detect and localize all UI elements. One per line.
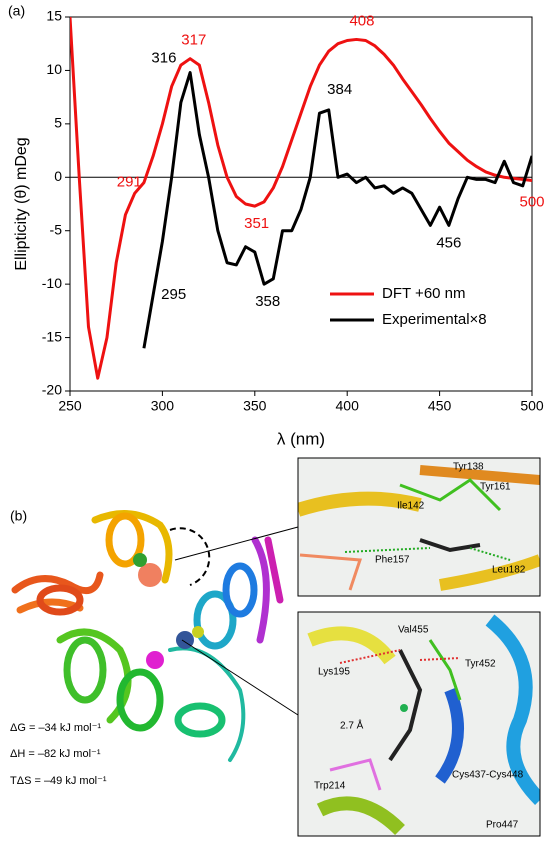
series-line [70, 17, 532, 380]
residue-label: Val455 [398, 625, 429, 636]
panel-label: (b) [10, 508, 27, 524]
residue-label: Lys195 [318, 667, 350, 678]
annotation: 295 [161, 286, 186, 303]
residue-label: Pro447 [486, 820, 519, 831]
y-tick-label: -5 [50, 221, 63, 237]
residue-label: Leu182 [492, 565, 526, 576]
annotation: 408 [349, 12, 374, 29]
annotation: 358 [255, 293, 280, 310]
connector [174, 526, 299, 716]
x-tick-label: 300 [151, 398, 175, 414]
plot-frame [69, 16, 533, 392]
residue-label: Ile142 [397, 501, 425, 512]
inset-frame [297, 611, 541, 837]
y-tick-label: 0 [54, 168, 62, 184]
distance-label: 2.7 Å [340, 719, 364, 732]
inset-bottom [298, 612, 540, 836]
annotation: 317 [181, 32, 206, 49]
residue-label: Tyr452 [465, 659, 496, 670]
x-tick-label: 500 [520, 398, 544, 414]
y-tick-label: 15 [46, 8, 62, 24]
thermo-text: ΔH = –82 kJ mol⁻¹ [10, 748, 101, 760]
thermo-text: ΔG = –34 kJ mol⁻¹ [10, 722, 101, 734]
x-tick-label: 450 [428, 398, 452, 414]
protein-structure [11, 510, 284, 762]
residue-label: Trp214 [314, 781, 346, 792]
plot-area [70, 17, 532, 380]
y-tick-label: -20 [42, 382, 62, 398]
x-axis-label: λ (nm) [277, 429, 325, 448]
annotation: 500 [519, 193, 544, 210]
annotation: 351 [244, 215, 269, 232]
inset-top [298, 458, 540, 596]
annotation: 456 [436, 234, 461, 251]
y-tick-label: 5 [54, 115, 62, 131]
annotation: 384 [327, 81, 352, 98]
residue-label: Cys437-Cys448 [452, 770, 524, 781]
residue-label: Phe157 [375, 555, 410, 566]
residue-label: Tyr138 [453, 462, 484, 473]
residue-label: Tyr161 [480, 482, 511, 493]
x-tick-label: 350 [243, 398, 267, 414]
legend-label: DFT +60 nm [382, 285, 466, 302]
annotation: 291 [117, 174, 142, 191]
y-tick-label: -15 [42, 328, 62, 344]
thermo-text: TΔS = –49 kJ mol⁻¹ [10, 775, 107, 787]
y-tick-label: 10 [46, 61, 62, 77]
x-tick-label: 250 [58, 398, 82, 414]
y-axis-label: Ellipticity (θ) mDeg [13, 137, 30, 270]
annotation: 316 [151, 49, 176, 66]
legend-label: Experimental×8 [382, 311, 487, 328]
y-tick-label: -10 [42, 275, 62, 291]
x-tick-label: 400 [336, 398, 360, 414]
series-line [142, 71, 532, 349]
inset-frame [297, 457, 541, 597]
panel-label: (a) [8, 3, 25, 19]
binding-site-mark [169, 527, 211, 586]
